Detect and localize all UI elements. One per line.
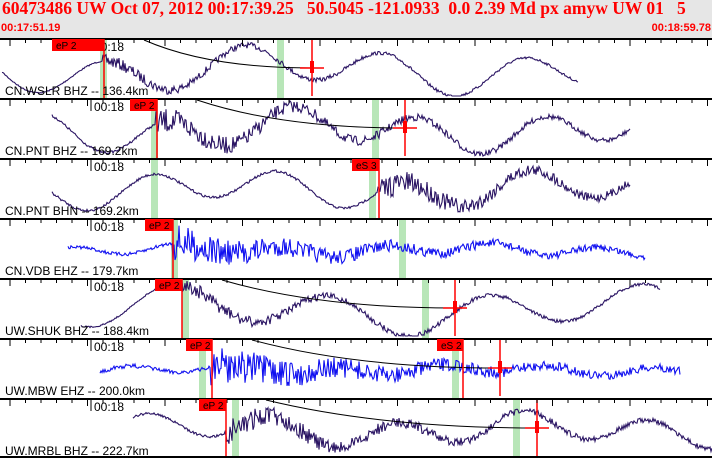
pick-flag[interactable] xyxy=(145,219,173,231)
waveform-trace xyxy=(51,164,631,213)
end-time: 00:18:59.78 xyxy=(651,22,711,34)
s-arrival-error-bar xyxy=(535,421,539,433)
channel-panel[interactable] xyxy=(0,38,712,98)
pick-label[interactable]: eP 2 xyxy=(190,341,211,352)
pick-flag[interactable] xyxy=(186,339,212,351)
tick-label: 00:18 xyxy=(94,400,124,414)
pick-flag[interactable] xyxy=(155,279,182,291)
time-window xyxy=(399,220,406,278)
channel-panel[interactable] xyxy=(0,278,712,338)
channel-label: CN.WSLR BHZ -- 136.4km xyxy=(5,84,148,98)
channel-panel[interactable] xyxy=(0,398,712,458)
waveform-trace xyxy=(99,348,681,387)
seismogram-panels[interactable]: 00:18 eP 2 CN.WSLR BHZ -- 136.4km 00:18 eP 2… xyxy=(0,38,712,458)
time-window xyxy=(277,40,284,98)
tick-label: 00:18 xyxy=(94,340,124,354)
time-window xyxy=(369,160,376,218)
event-header: 60473486 UW Oct 07, 2012 00:17:39.25 50.… xyxy=(0,0,712,38)
channel-label: UW.SHUK BHZ -- 188.4km xyxy=(5,324,149,338)
pick-label[interactable]: eP 2 xyxy=(134,101,155,112)
travel-time-curve xyxy=(143,39,313,69)
s-arrival-error-bar xyxy=(453,301,457,313)
pick-label[interactable]: eP 2 xyxy=(149,221,170,232)
pick-flag[interactable] xyxy=(130,99,157,111)
channel-label: UW.MBW EHZ -- 200.0km xyxy=(5,384,145,398)
channel-panel[interactable] xyxy=(0,98,712,158)
waveform-trace xyxy=(1,41,579,97)
pick-label[interactable]: eP 2 xyxy=(56,41,77,52)
s-arrival-error-bar xyxy=(498,361,502,373)
waveform-trace xyxy=(51,99,631,157)
pick-flag[interactable] xyxy=(437,339,463,351)
time-window xyxy=(422,280,429,338)
channel-label: CN.PNT BHN -- 169.2km xyxy=(5,204,139,218)
pick-label[interactable]: eS 3 xyxy=(356,161,377,172)
travel-time-curve xyxy=(196,99,406,129)
channel-label: CN.PNT BHZ -- 169.2km xyxy=(5,144,137,158)
s-arrival-error-bar xyxy=(403,121,407,133)
travel-time-curve xyxy=(265,399,538,429)
travel-time-curve xyxy=(251,339,501,369)
pick-label[interactable]: eP 2 xyxy=(203,401,224,412)
pick-flag[interactable] xyxy=(352,159,379,171)
tick-label: 00:18 xyxy=(94,280,124,294)
tick-label: 00:18 xyxy=(94,220,124,234)
time-window xyxy=(182,280,189,338)
channel-label: UW.MRBL BHZ -- 222.7km xyxy=(5,444,149,458)
event-title: 60473486 UW Oct 07, 2012 00:17:39.25 50.… xyxy=(2,0,686,18)
start-time: 00:17:51.19 xyxy=(1,22,61,34)
channel-label: CN.VDB EHZ -- 179.7km xyxy=(5,264,138,278)
travel-time-curve xyxy=(221,279,456,309)
pick-flag[interactable] xyxy=(199,399,226,411)
time-window xyxy=(151,100,158,158)
time-window xyxy=(372,100,379,158)
tick-label: 00:18 xyxy=(94,100,124,114)
waveform-trace xyxy=(132,406,712,454)
tick-label: 00:18 xyxy=(94,160,124,174)
pick-flag[interactable] xyxy=(52,39,104,51)
pick-label[interactable]: eS 2 xyxy=(441,341,462,352)
pick-label[interactable]: eP 2 xyxy=(159,281,180,292)
waveform-trace xyxy=(67,225,646,265)
time-window xyxy=(513,400,520,458)
time-window xyxy=(232,400,239,458)
s-arrival-error-bar xyxy=(310,61,314,73)
time-window xyxy=(151,160,158,218)
